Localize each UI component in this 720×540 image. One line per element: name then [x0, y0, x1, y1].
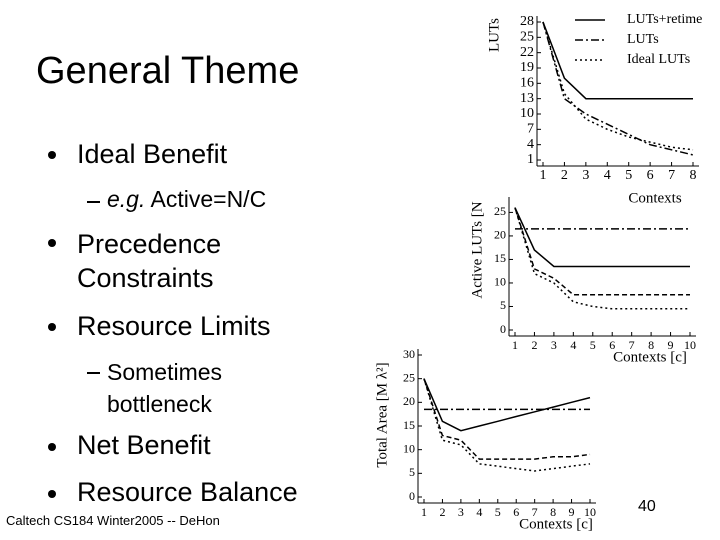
- x-tick-label: 1: [421, 505, 427, 519]
- y-tick-label: 25: [403, 370, 415, 384]
- bullet-text: Ideal Benefit: [77, 139, 228, 169]
- legend-label: LUTs+retime: [627, 12, 702, 27]
- emphasis: e.g.: [107, 186, 146, 212]
- sub-bullet: Sometimes bottleneck: [107, 359, 223, 417]
- series-line: [423, 378, 591, 432]
- y-tick-label: 5: [500, 298, 506, 312]
- x-tick-label: 9: [668, 338, 674, 352]
- y-tick-label: 10: [520, 106, 534, 121]
- x-tick-label: 7: [629, 338, 635, 352]
- x-tick-label: 10: [584, 505, 596, 519]
- x-axis-title: Contexts [c]: [613, 349, 687, 365]
- legend-label: Ideal LUTs: [627, 52, 690, 67]
- x-tick-label: 2: [439, 505, 445, 519]
- y-tick-label: 28: [520, 14, 534, 29]
- y-axis-title: Total Area [M λ²]: [374, 362, 390, 467]
- x-tick-label: 3: [582, 168, 589, 183]
- bullet-text: Resource Limits: [77, 311, 271, 341]
- x-tick-label: 2: [531, 338, 537, 352]
- y-tick-label: 19: [520, 60, 534, 75]
- series-line: [514, 207, 690, 296]
- x-tick-label: 5: [590, 338, 596, 352]
- series-line: [542, 21, 693, 100]
- y-tick-label: 20: [403, 394, 415, 408]
- y-tick-label: 0: [409, 489, 415, 503]
- x-tick-label: 7: [532, 505, 538, 519]
- y-axis-title: LUTs: [486, 18, 502, 52]
- x-tick-label: 1: [540, 168, 547, 183]
- bullet: [48, 490, 56, 498]
- x-tick-label: 1: [512, 338, 518, 352]
- bullet: [48, 151, 56, 159]
- y-tick-label: 22: [520, 45, 534, 60]
- bullet: [48, 323, 56, 331]
- dash: [87, 201, 100, 203]
- x-tick-label: 6: [513, 505, 519, 519]
- y-tick-label: 10: [494, 275, 506, 289]
- bullet-text: Resource Balance: [77, 477, 298, 507]
- sub-bullet: e.g. Active=N/C: [107, 186, 266, 213]
- bullet: [48, 443, 56, 451]
- bullet: [48, 239, 56, 247]
- y-tick-label: 0: [500, 322, 506, 336]
- y-tick-label: 1: [527, 152, 534, 167]
- x-axis-title: Contexts: [628, 190, 681, 206]
- x-tick-label: 6: [609, 338, 615, 352]
- y-tick-label: 25: [520, 30, 534, 45]
- y-tick-label: 16: [520, 76, 534, 91]
- slide-title: General Theme: [36, 50, 300, 92]
- x-tick-label: 5: [625, 168, 632, 183]
- x-tick-label: 7: [668, 168, 675, 183]
- y-tick-label: 20: [494, 228, 506, 242]
- y-tick-label: 13: [520, 91, 534, 106]
- series-line: [514, 207, 690, 310]
- x-tick-label: 4: [476, 505, 482, 519]
- x-tick-label: 4: [604, 168, 611, 183]
- bullet-text: Precedence Constraints: [77, 229, 222, 293]
- y-axis-title: Active LUTs [N: [469, 201, 485, 298]
- series-line: [423, 378, 591, 460]
- x-tick-label: 3: [551, 338, 557, 352]
- y-tick-label: 10: [403, 441, 415, 455]
- y-tick-label: 25: [494, 204, 506, 218]
- y-tick-label: 7: [527, 122, 534, 137]
- x-tick-label: 10: [684, 338, 696, 352]
- y-tick-label: 15: [494, 251, 506, 265]
- x-tick-label: 9: [569, 505, 575, 519]
- x-tick-label: 8: [550, 505, 556, 519]
- x-tick-label: 5: [495, 505, 501, 519]
- x-tick-label: 8: [648, 338, 654, 352]
- x-tick-label: 3: [458, 505, 464, 519]
- footer: Caltech CS184 Winter2005 -- DeHon: [6, 513, 220, 528]
- legend-label: LUTs: [627, 32, 659, 47]
- x-axis-title: Contexts [c]: [519, 516, 593, 532]
- y-tick-label: 4: [527, 137, 534, 152]
- series-line: [542, 21, 694, 156]
- y-tick-label: 15: [403, 418, 415, 432]
- series-line: [542, 21, 694, 151]
- series-line: [514, 207, 690, 268]
- x-tick-label: 6: [647, 168, 654, 183]
- dash: [87, 372, 100, 374]
- y-tick-label: 5: [409, 465, 415, 479]
- bullet-text: Net Benefit: [77, 430, 211, 460]
- sub-text: Active=N/C: [150, 186, 267, 212]
- x-tick-label: 2: [561, 168, 568, 183]
- y-tick-label: 30: [403, 347, 415, 361]
- x-tick-label: 4: [570, 338, 576, 352]
- page-number: 40: [638, 498, 656, 515]
- x-tick-label: 8: [690, 168, 697, 183]
